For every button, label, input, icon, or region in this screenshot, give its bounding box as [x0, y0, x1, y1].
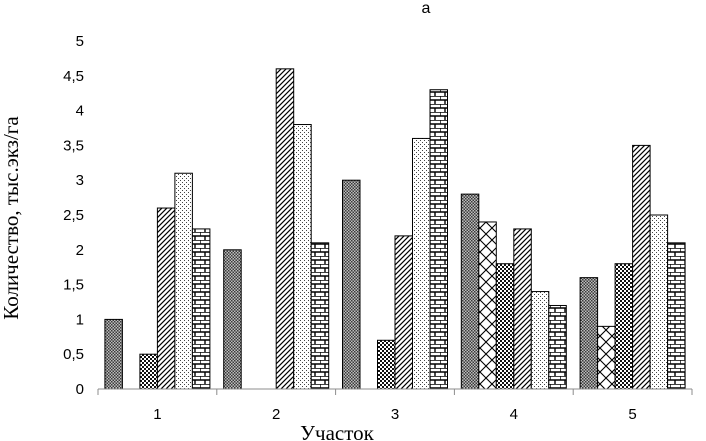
- bar-series-5-category-3: [412, 137, 431, 390]
- bar-series-3-category-3: [377, 339, 396, 390]
- bar-series-group: [104, 68, 686, 390]
- y-tick-label: 5: [76, 33, 84, 50]
- y-tick-label: 3: [76, 172, 84, 189]
- bar-series-6-category-3: [429, 89, 448, 390]
- x-tick-label: 5: [628, 406, 636, 423]
- bar-series-4-category-4: [513, 228, 532, 390]
- bar-series-1-category-4: [460, 193, 480, 390]
- bar-series-6-category-2: [310, 242, 330, 390]
- y-axis-title: Количество, тыс.экз/га: [0, 116, 23, 320]
- bar-series-6-category-4: [548, 304, 567, 390]
- y-tick-label: 4: [76, 103, 84, 120]
- chart-title: а: [422, 0, 431, 17]
- bar-series-3-category-1: [139, 353, 158, 390]
- bar-series-6-category-5: [667, 242, 686, 390]
- bar-series-2-category-4: [478, 221, 497, 390]
- y-tick-label: 0: [76, 381, 84, 398]
- y-tick-label: 4,5: [63, 68, 84, 85]
- bar-series-6-category-1: [191, 228, 211, 390]
- y-tick-label: 3,5: [63, 137, 84, 154]
- x-axis-ticks: 1 2 3 4 5: [97, 389, 693, 423]
- bar-series-5-category-4: [530, 291, 550, 390]
- bar-series-1-category-5: [579, 277, 599, 390]
- bar-series-4-category-1: [156, 207, 176, 390]
- x-tick-label: 3: [391, 406, 399, 423]
- y-tick-label: 0,5: [63, 346, 84, 363]
- bar-series-5-category-1: [174, 172, 193, 390]
- bar-series-5-category-5: [649, 214, 669, 390]
- y-tick-label: 2: [76, 242, 84, 259]
- bar-series-3-category-5: [614, 263, 634, 390]
- bar-series-4-category-5: [632, 144, 651, 390]
- bar-series-3-category-4: [495, 263, 515, 390]
- y-tick-label: 1,5: [63, 277, 84, 294]
- y-tick-label: 2,5: [63, 207, 84, 224]
- x-axis-title: Участок: [300, 421, 374, 441]
- y-tick-label: 1: [76, 311, 84, 328]
- x-tick-label: 1: [153, 406, 161, 423]
- bar-series-5-category-2: [293, 124, 312, 390]
- x-tick-label: 4: [510, 406, 518, 423]
- bar-series-1-category-1: [104, 318, 123, 390]
- y-axis-ticks: 0 0,5 1 1,5 2 2,5 3 3,5 4 4,5 5: [63, 33, 84, 398]
- bar-series-2-category-5: [597, 325, 616, 390]
- bar-series-1-category-3: [342, 179, 361, 390]
- bar-series-1-category-2: [223, 249, 242, 390]
- x-tick-label: 2: [272, 406, 280, 423]
- bar-series-4-category-2: [275, 68, 295, 390]
- bar-series-4-category-3: [394, 235, 413, 390]
